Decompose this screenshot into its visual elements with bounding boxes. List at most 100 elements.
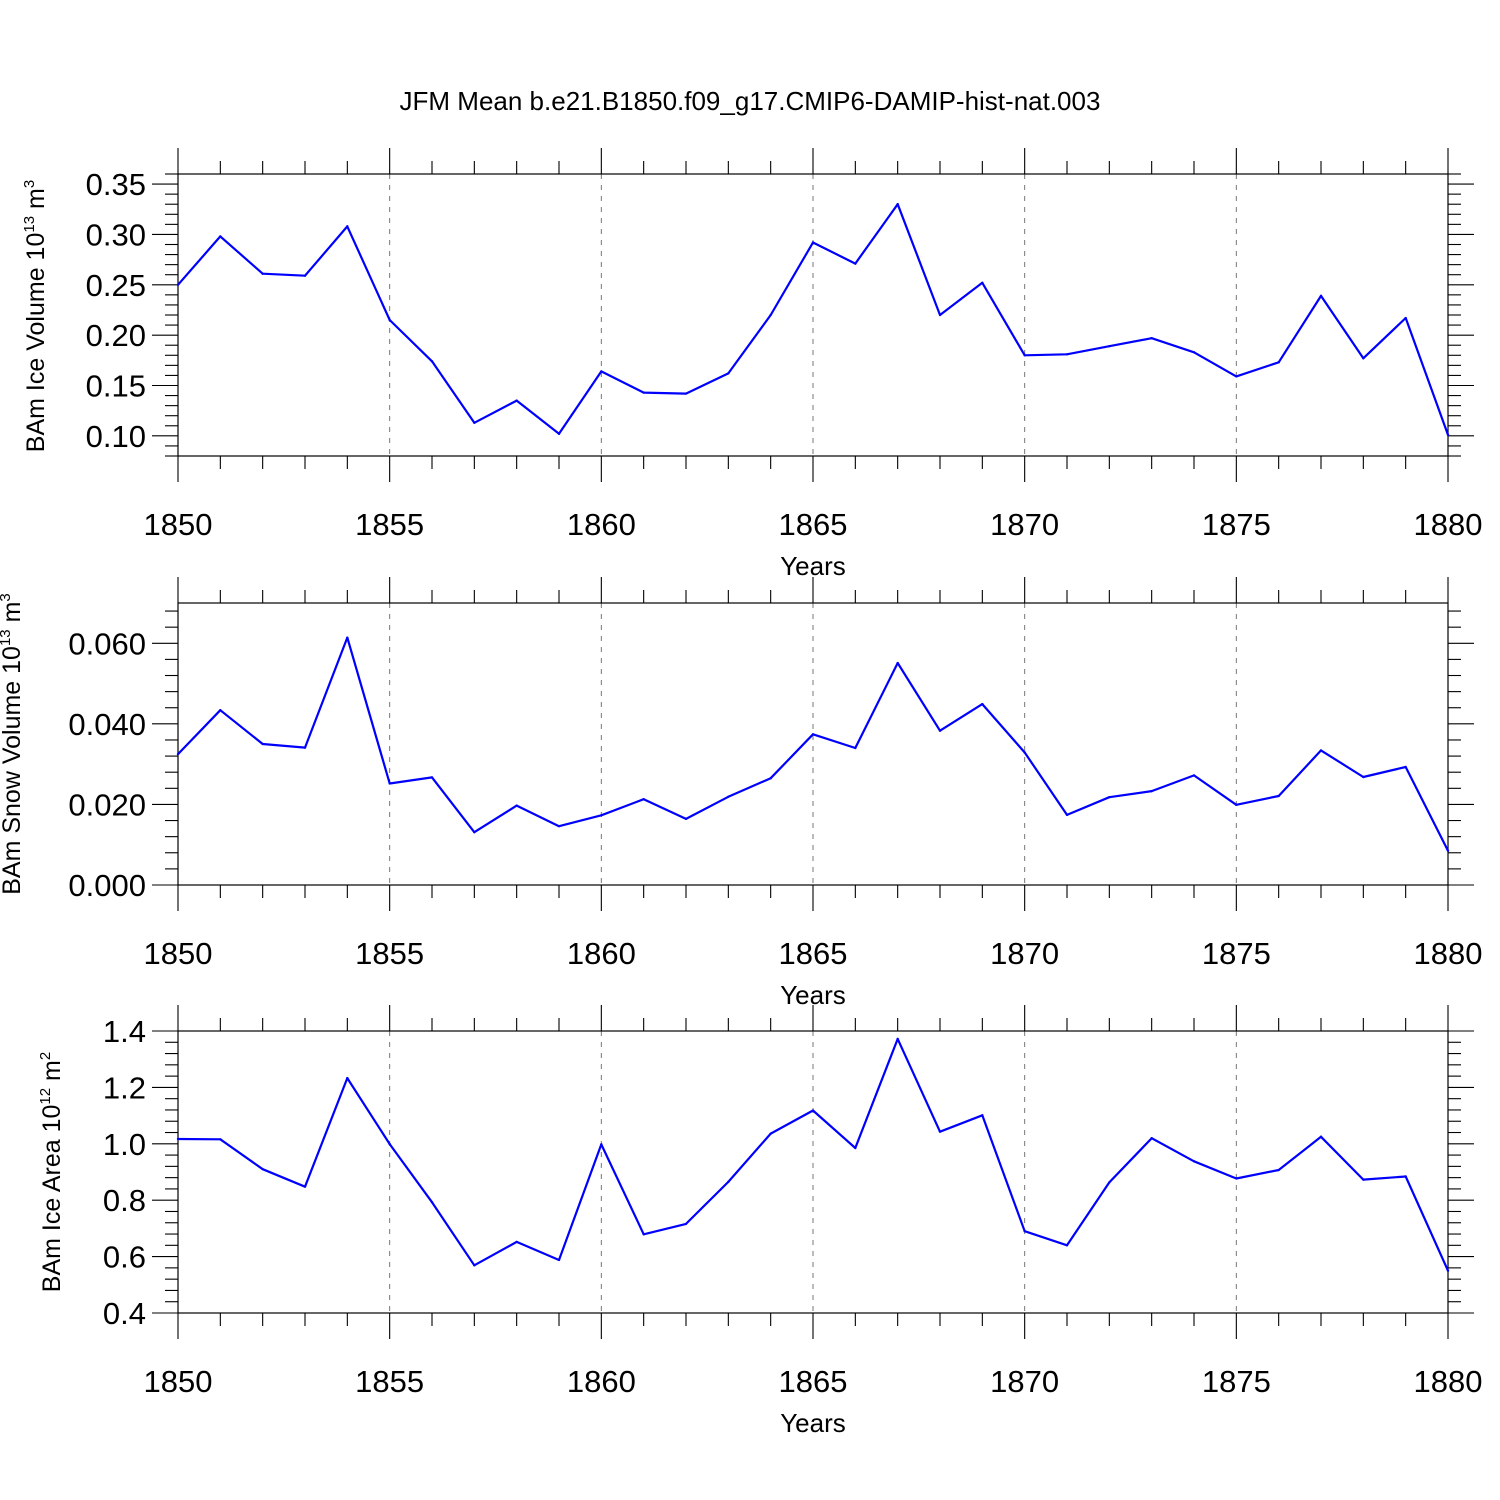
y-tick-label: 0.20 — [86, 318, 146, 353]
data-point — [1065, 813, 1069, 817]
plot-frame — [177, 173, 1449, 457]
chart-panels: 1850 1855 1860 1865 1870 1875 1880 0.10 0.15 0.20… — [0, 148, 1482, 1438]
data-point — [600, 814, 603, 817]
data-point — [811, 241, 815, 244]
data-point — [854, 1146, 857, 1150]
y-tick-label: 0.30 — [86, 217, 146, 252]
data-point — [346, 225, 349, 228]
x-tick-label: 1850 — [144, 936, 213, 971]
data-point — [176, 283, 180, 286]
data-point — [1404, 316, 1407, 320]
data-point — [1108, 1181, 1111, 1184]
y-axis-title: BAm Ice Area 1012 m2 — [37, 1052, 66, 1292]
data-point — [1446, 433, 1450, 437]
data-point — [811, 733, 815, 736]
data-point — [346, 636, 349, 639]
y-axis-title: BAm Snow Volume 1013 m3 — [0, 593, 26, 895]
data-point — [303, 746, 307, 749]
data-point — [1446, 1269, 1450, 1272]
y-axis-title-unit: m — [0, 602, 26, 630]
y-axis-title-exponent: 13 — [0, 629, 14, 646]
data-point — [346, 1076, 349, 1080]
x-tick-label: 1875 — [1202, 507, 1271, 542]
x-tick-label: 1870 — [990, 936, 1059, 971]
data-point — [1108, 345, 1111, 348]
x-tick-label: 1855 — [355, 507, 424, 542]
data-point — [1319, 294, 1323, 298]
y-axis-title-text: BAm Ice Volume 10 — [22, 233, 50, 453]
x-tick-label: 1865 — [779, 1364, 848, 1399]
y-tick-label: 1.4 — [103, 1014, 146, 1049]
data-point — [303, 1185, 307, 1188]
data-point — [1192, 351, 1196, 354]
data-point — [684, 1222, 688, 1226]
data-point — [473, 831, 476, 834]
data-point — [430, 1200, 434, 1204]
data-point — [769, 1132, 772, 1135]
data-point — [1065, 1244, 1069, 1247]
y-axis-title-unit-exponent: 3 — [0, 593, 14, 601]
data-point — [1108, 795, 1111, 799]
y-axis-title-text: BAm Snow Volume 10 — [0, 646, 26, 895]
data-point — [600, 1143, 603, 1146]
x-tick-label: 1880 — [1414, 936, 1483, 971]
y-tick-label: 0.040 — [68, 707, 146, 742]
data-point — [1192, 774, 1196, 777]
x-tick-label: 1850 — [144, 507, 213, 542]
data-point — [981, 281, 984, 284]
data-point — [219, 235, 222, 238]
data-point — [1150, 336, 1153, 340]
data-point — [684, 817, 688, 821]
y-tick-label: 0.8 — [103, 1183, 146, 1218]
data-point — [727, 795, 730, 798]
x-tick-label: 1870 — [990, 1364, 1059, 1399]
data-point — [430, 776, 434, 779]
data-point — [303, 274, 307, 277]
y-tick-label: 0.020 — [68, 787, 146, 822]
y-tick-label: 0.35 — [86, 167, 146, 202]
y-tick-label: 0.15 — [86, 369, 146, 404]
x-tick-label: 1860 — [567, 1364, 636, 1399]
y-axis-title-unit-exponent: 3 — [21, 180, 38, 188]
data-point — [1150, 789, 1153, 793]
data-point — [1319, 749, 1323, 752]
data-point — [1277, 361, 1280, 364]
x-tick-label: 1865 — [779, 936, 848, 971]
data-point — [1065, 353, 1069, 356]
y-axis-title-text: BAm Ice Area 10 — [38, 1105, 66, 1293]
data-point — [515, 1240, 518, 1244]
data-point — [769, 777, 772, 780]
data-point — [219, 708, 222, 712]
x-tick-label: 1880 — [1414, 507, 1483, 542]
x-tick-label: 1860 — [567, 507, 636, 542]
data-point — [219, 1138, 222, 1141]
chart-panel-3: 1850 1855 1860 1865 1870 1875 1880 0.4 0.6 0.8 1.0… — [37, 1005, 1482, 1438]
data-point — [557, 824, 561, 828]
data-point — [176, 1137, 180, 1141]
data-point — [684, 392, 688, 395]
data-point — [1362, 357, 1365, 360]
data-point — [642, 797, 645, 801]
data-point — [1150, 1136, 1153, 1140]
data-point — [515, 804, 518, 807]
data-point — [473, 1264, 476, 1267]
x-tick-label: 1875 — [1202, 1364, 1271, 1399]
data-point — [938, 1130, 942, 1133]
data-point — [896, 1037, 899, 1041]
data-point — [261, 1167, 264, 1171]
data-point — [1446, 849, 1450, 852]
y-axis-title-exponent: 12 — [37, 1088, 54, 1105]
data-point — [388, 782, 391, 785]
data-point — [769, 313, 772, 317]
data-point — [896, 203, 899, 206]
data-point — [727, 372, 730, 375]
y-tick-label: 1.2 — [103, 1070, 146, 1105]
data-point — [600, 370, 603, 373]
data-point — [981, 702, 984, 706]
data-point — [1023, 751, 1026, 754]
x-tick-label: 1870 — [990, 507, 1059, 542]
data-point — [1023, 354, 1026, 357]
data-point — [811, 1109, 815, 1112]
data-point — [388, 318, 391, 322]
x-tick-label: 1855 — [355, 1364, 424, 1399]
